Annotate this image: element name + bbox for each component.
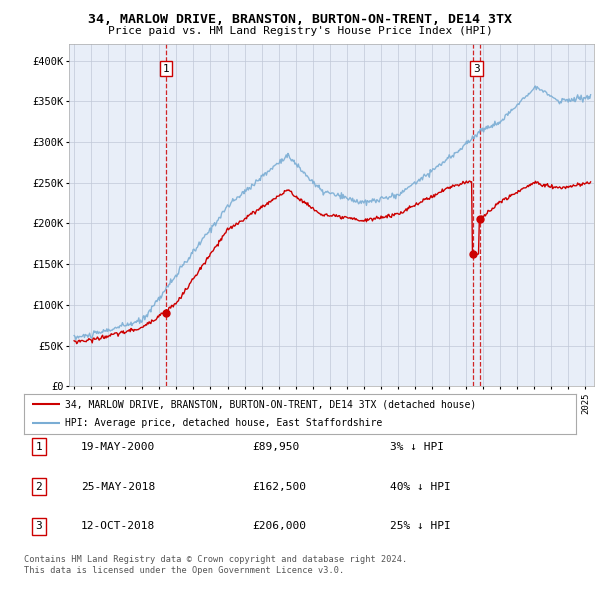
Text: £206,000: £206,000 <box>252 522 306 531</box>
Text: 19-MAY-2000: 19-MAY-2000 <box>81 442 155 451</box>
Text: 3: 3 <box>473 64 480 74</box>
Text: 3: 3 <box>35 522 43 531</box>
Text: 2: 2 <box>35 482 43 491</box>
Text: £162,500: £162,500 <box>252 482 306 491</box>
Text: 1: 1 <box>163 64 169 74</box>
Text: 34, MARLOW DRIVE, BRANSTON, BURTON-ON-TRENT, DE14 3TX: 34, MARLOW DRIVE, BRANSTON, BURTON-ON-TR… <box>88 13 512 26</box>
Text: 12-OCT-2018: 12-OCT-2018 <box>81 522 155 531</box>
Text: 1: 1 <box>35 442 43 451</box>
Text: Price paid vs. HM Land Registry's House Price Index (HPI): Price paid vs. HM Land Registry's House … <box>107 26 493 36</box>
Text: 25% ↓ HPI: 25% ↓ HPI <box>390 522 451 531</box>
Text: 40% ↓ HPI: 40% ↓ HPI <box>390 482 451 491</box>
Text: 25-MAY-2018: 25-MAY-2018 <box>81 482 155 491</box>
Text: 3% ↓ HPI: 3% ↓ HPI <box>390 442 444 451</box>
Text: This data is licensed under the Open Government Licence v3.0.: This data is licensed under the Open Gov… <box>24 566 344 575</box>
Text: Contains HM Land Registry data © Crown copyright and database right 2024.: Contains HM Land Registry data © Crown c… <box>24 555 407 563</box>
Text: 34, MARLOW DRIVE, BRANSTON, BURTON-ON-TRENT, DE14 3TX (detached house): 34, MARLOW DRIVE, BRANSTON, BURTON-ON-TR… <box>65 399 476 409</box>
Text: £89,950: £89,950 <box>252 442 299 451</box>
Text: HPI: Average price, detached house, East Staffordshire: HPI: Average price, detached house, East… <box>65 418 383 428</box>
